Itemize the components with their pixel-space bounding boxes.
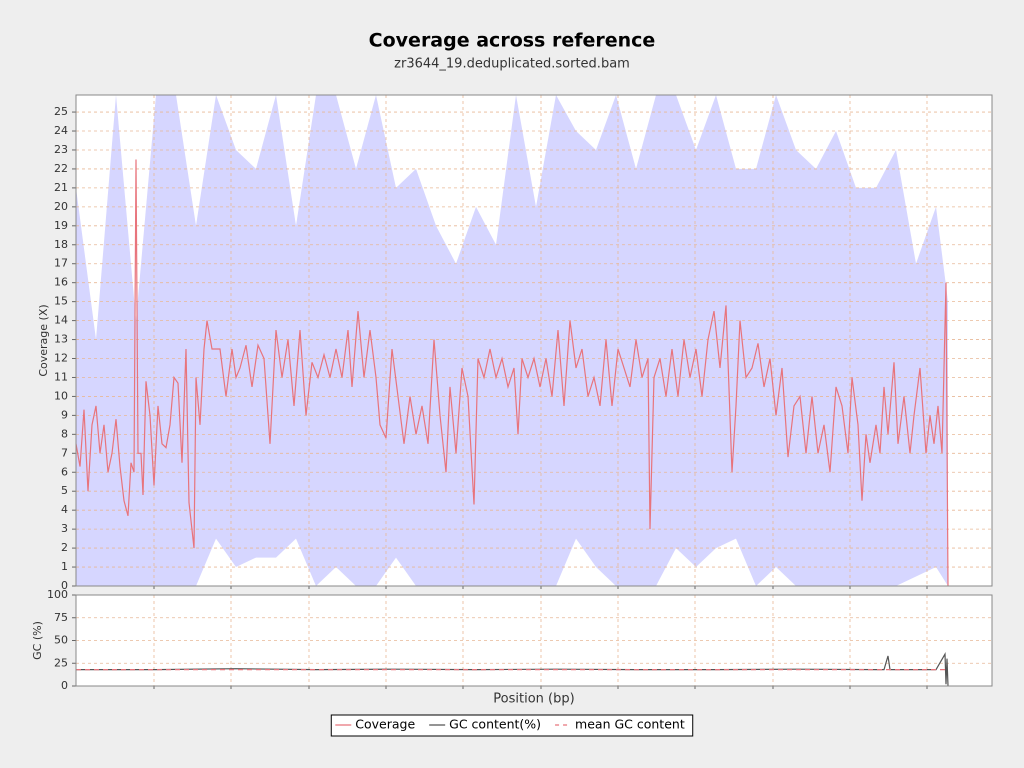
y-tick-label: 2 bbox=[61, 541, 68, 554]
y-tick-label: 25 bbox=[54, 656, 68, 669]
y-tick-label: 4 bbox=[61, 503, 68, 516]
y-tick-label: 12 bbox=[54, 352, 68, 365]
y-tick-label: 19 bbox=[54, 219, 68, 232]
y-tick-label: 6 bbox=[61, 465, 68, 478]
y-tick-label: 15 bbox=[54, 295, 68, 308]
y-tick-label: 1 bbox=[61, 560, 68, 573]
plot-frame bbox=[75, 94, 993, 587]
plot-frame bbox=[75, 594, 993, 687]
y-tick-label: 22 bbox=[54, 162, 68, 175]
y-tick-label: 9 bbox=[61, 408, 68, 421]
legend-box bbox=[330, 714, 694, 737]
y-tick-label: 8 bbox=[61, 427, 68, 440]
y-tick-label: 24 bbox=[54, 124, 68, 137]
y-tick-label: 14 bbox=[54, 314, 68, 327]
y-tick-label: 18 bbox=[54, 238, 68, 251]
x-axis-label: Position (bp) bbox=[493, 692, 574, 707]
legend-label: mean GC content bbox=[575, 717, 685, 732]
y-tick-label: 7 bbox=[61, 446, 68, 459]
y-tick-label: 17 bbox=[54, 257, 68, 270]
chart-title: Coverage across reference bbox=[369, 30, 656, 52]
legend-label: GC content(%) bbox=[449, 717, 541, 732]
y-tick-label: 21 bbox=[54, 181, 68, 194]
series-line bbox=[75, 159, 949, 587]
y-tick-label: 13 bbox=[54, 333, 68, 346]
y-axis-label: GC (%) bbox=[31, 621, 44, 660]
y-tick-label: 3 bbox=[61, 522, 68, 535]
y-tick-label: 50 bbox=[54, 634, 68, 647]
y-axis-label: Coverage (X) bbox=[37, 304, 50, 376]
y-tick-label: 11 bbox=[54, 370, 68, 383]
y-tick-label: 25 bbox=[54, 105, 68, 118]
y-tick-label: 16 bbox=[54, 276, 68, 289]
y-tick-label: 10 bbox=[54, 389, 68, 402]
y-tick-label: 0 bbox=[61, 579, 68, 592]
legend: Coverage GC content(%) mean GC content bbox=[330, 714, 694, 737]
legend-label: Coverage bbox=[355, 717, 415, 732]
coverage-band bbox=[76, 95, 948, 586]
y-tick-label: 5 bbox=[61, 484, 68, 497]
y-tick-label: 23 bbox=[54, 143, 68, 156]
chart-subtitle: zr3644_19.deduplicated.sorted.bam bbox=[394, 57, 630, 72]
y-tick-label: 100 bbox=[47, 588, 68, 601]
y-tick-label: 75 bbox=[54, 611, 68, 624]
y-tick-label: 0 bbox=[61, 679, 68, 692]
y-tick-label: 20 bbox=[54, 200, 68, 213]
